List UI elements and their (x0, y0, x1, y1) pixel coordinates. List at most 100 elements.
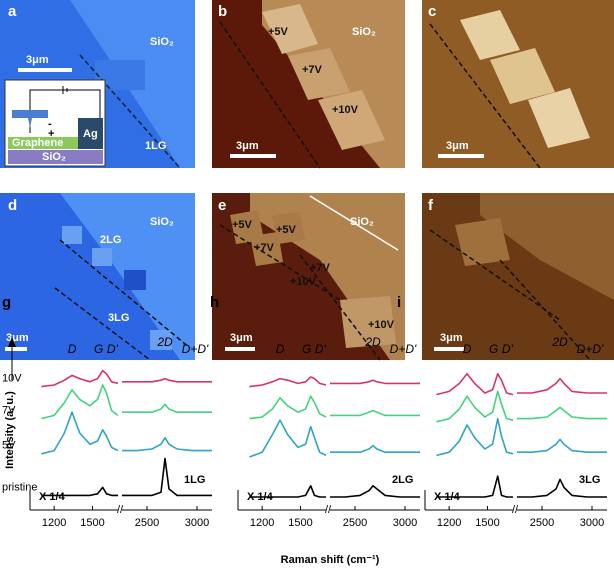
label: Ag (83, 128, 98, 140)
edge (299, 254, 381, 361)
patch (92, 248, 112, 266)
spectrum (41, 411, 119, 455)
peak-label: 2D (156, 335, 173, 349)
spectrum (249, 419, 327, 458)
scale-bar (230, 154, 276, 158)
spectrum (41, 384, 119, 420)
tip (12, 110, 48, 128)
spectrum (436, 475, 513, 498)
x-tick-label: 1500 (288, 517, 312, 529)
x-tick-label: 1500 (475, 517, 499, 529)
spectrum (249, 395, 327, 420)
patch (272, 212, 305, 244)
axis-break: // (117, 504, 124, 516)
label: SiO₂ (150, 36, 174, 48)
label: SiO₂ (150, 216, 174, 228)
peak-label: G (302, 342, 311, 356)
spectrum (41, 486, 118, 497)
peak-label: G (489, 342, 498, 356)
layer-label: 2LG (392, 474, 413, 486)
spectrum (436, 373, 514, 396)
label: Graphene (12, 137, 63, 149)
edge (429, 23, 541, 169)
spectrum (122, 403, 212, 413)
substrate (8, 150, 103, 164)
label: +10V (368, 319, 395, 331)
spectrum (330, 409, 420, 417)
spectrum (517, 438, 607, 453)
peak-label: 2D (551, 335, 568, 349)
scale-bar (438, 154, 484, 158)
x-tick-label: 3000 (580, 517, 604, 529)
spectrum (249, 485, 326, 498)
spectrum (330, 445, 420, 453)
panel-letter: h (210, 294, 219, 311)
panel-letter: i (397, 294, 401, 311)
panel-letter: c (428, 3, 436, 20)
graphene-layer (8, 137, 78, 149)
scale-note: X 1/4 (434, 491, 461, 503)
patch (318, 90, 385, 150)
spectrum (436, 417, 514, 457)
spectrum (517, 377, 607, 394)
spectrum (330, 485, 420, 498)
x-tick-label: 2500 (135, 517, 159, 529)
spectrum (330, 379, 420, 385)
scale-note: X 1/4 (39, 491, 66, 503)
label: +10V (332, 104, 359, 116)
panel-letter: b (218, 3, 227, 20)
label: 3μm (6, 332, 29, 344)
axis-break: // (325, 504, 332, 516)
x-tick-label: 1200 (250, 517, 274, 529)
series-label: pristine (2, 481, 37, 493)
edge (429, 229, 561, 321)
panel-letter: g (2, 294, 11, 311)
series-label: 7V (2, 405, 16, 417)
label: 3μm (236, 140, 259, 152)
label: +7V (310, 262, 331, 274)
circuit (29, 86, 101, 133)
edge (499, 259, 591, 361)
edge (54, 287, 151, 361)
label: SiO₂ (42, 151, 66, 163)
label: - (48, 118, 52, 130)
patch (340, 296, 396, 348)
edge (59, 239, 191, 349)
spectrum (122, 437, 212, 452)
edge (219, 21, 321, 169)
peak-label: D (276, 342, 285, 356)
peak-label: G (94, 342, 103, 356)
y-axis-label: Intensity (a. u.) (4, 391, 16, 469)
spectrum (436, 390, 514, 423)
label: + (48, 128, 54, 140)
peak-label: 2D (364, 335, 381, 349)
panel-letter: d (8, 197, 17, 214)
peak-label: D' (107, 342, 119, 356)
label: 3μm (26, 54, 49, 66)
panel-b: b +5V SiO₂ +7V +10V 3μm (212, 0, 405, 169)
scale-bar (5, 347, 27, 351)
axis-break: // (512, 504, 519, 516)
panel-f: f 3μm (422, 193, 614, 361)
x-tick-label: 1200 (437, 517, 461, 529)
patch (288, 48, 350, 100)
patch (262, 4, 318, 54)
label: 3μm (230, 332, 253, 344)
label: 3LG (108, 312, 129, 324)
series-label: 5V (2, 440, 16, 452)
peak-label: D+D' (390, 342, 417, 356)
peak-label: D (68, 342, 77, 356)
label: SiO₂ (352, 26, 376, 38)
label: 2LG (100, 234, 121, 246)
x-tick-label: 2500 (343, 517, 367, 529)
panel-e: e +5V +5V +7V SiO₂ +7V +10V +10V 3μm (212, 193, 405, 361)
spectrum (122, 457, 212, 497)
panel-letter: e (218, 197, 226, 214)
peak-label: D' (315, 342, 327, 356)
peak-label: D (463, 342, 472, 356)
spectrum (122, 377, 212, 383)
label: +5V (276, 224, 297, 236)
peak-label: D' (502, 342, 514, 356)
patch (528, 88, 590, 148)
scale-bar (18, 68, 72, 72)
